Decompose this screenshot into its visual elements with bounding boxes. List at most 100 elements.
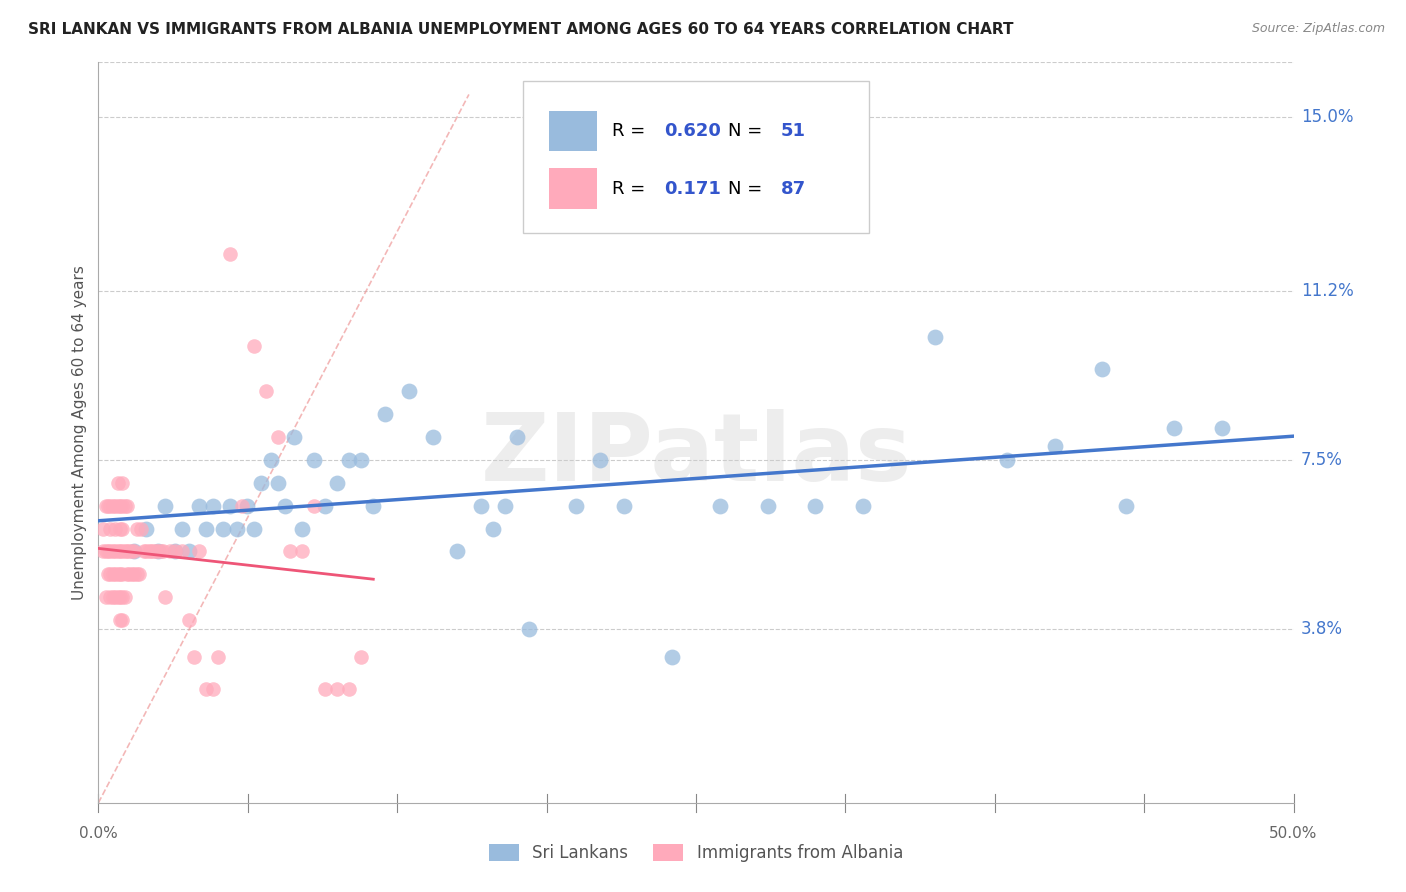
Point xyxy=(709,499,731,513)
Legend: Sri Lankans, Immigrants from Albania: Sri Lankans, Immigrants from Albania xyxy=(482,837,910,869)
Point xyxy=(172,544,194,558)
Point xyxy=(155,590,177,604)
Point xyxy=(135,544,157,558)
Point xyxy=(207,649,229,664)
Text: 0.620: 0.620 xyxy=(664,121,721,139)
FancyBboxPatch shape xyxy=(548,169,596,209)
Point xyxy=(97,499,120,513)
Point xyxy=(187,499,209,513)
Point xyxy=(118,544,141,558)
Point xyxy=(118,567,141,582)
Point xyxy=(259,453,281,467)
Point xyxy=(124,544,146,558)
Text: N =: N = xyxy=(728,180,768,198)
Point xyxy=(115,499,138,513)
Point xyxy=(111,613,134,627)
Text: 0.0%: 0.0% xyxy=(79,826,118,840)
Point xyxy=(219,499,242,513)
Point xyxy=(97,544,120,558)
Point xyxy=(1043,439,1066,453)
Point xyxy=(108,567,131,582)
Point xyxy=(115,544,138,558)
Point xyxy=(104,590,127,604)
Point xyxy=(852,499,875,513)
Text: SRI LANKAN VS IMMIGRANTS FROM ALBANIA UNEMPLOYMENT AMONG AGES 60 TO 64 YEARS COR: SRI LANKAN VS IMMIGRANTS FROM ALBANIA UN… xyxy=(28,22,1014,37)
Point xyxy=(250,475,273,490)
Point xyxy=(211,522,233,536)
Point xyxy=(565,499,588,513)
Point xyxy=(481,522,505,536)
Point xyxy=(121,567,143,582)
Point xyxy=(114,499,136,513)
Point xyxy=(163,544,186,558)
Point xyxy=(101,567,124,582)
Point xyxy=(111,475,134,490)
Point xyxy=(132,544,155,558)
Point xyxy=(494,499,516,513)
Point xyxy=(398,384,420,399)
Point xyxy=(339,453,361,467)
Point xyxy=(114,590,136,604)
Text: R =: R = xyxy=(613,180,657,198)
Point xyxy=(91,544,114,558)
Point xyxy=(179,613,201,627)
Point xyxy=(111,522,134,536)
Point xyxy=(446,544,468,558)
Point xyxy=(202,681,225,696)
Point xyxy=(202,499,225,513)
Point xyxy=(470,499,492,513)
Point xyxy=(114,544,136,558)
Point xyxy=(172,522,194,536)
Point xyxy=(145,544,167,558)
Point xyxy=(94,590,117,604)
Point xyxy=(131,522,153,536)
Point xyxy=(98,590,122,604)
Point xyxy=(107,475,129,490)
Point xyxy=(1211,421,1233,435)
Point xyxy=(326,681,349,696)
Y-axis label: Unemployment Among Ages 60 to 64 years: Unemployment Among Ages 60 to 64 years xyxy=(72,265,87,600)
Text: 15.0%: 15.0% xyxy=(1301,108,1353,127)
Point xyxy=(231,499,253,513)
Point xyxy=(756,499,779,513)
Point xyxy=(302,499,325,513)
Point xyxy=(155,499,177,513)
Point xyxy=(135,522,157,536)
Point xyxy=(995,453,1018,467)
Point xyxy=(506,430,529,444)
FancyBboxPatch shape xyxy=(548,111,596,152)
Point xyxy=(291,522,314,536)
Point xyxy=(101,544,124,558)
Point xyxy=(111,567,134,582)
Point xyxy=(422,430,444,444)
Text: ZIPatlas: ZIPatlas xyxy=(481,409,911,500)
Text: Source: ZipAtlas.com: Source: ZipAtlas.com xyxy=(1251,22,1385,36)
Point xyxy=(152,544,174,558)
Point xyxy=(326,475,349,490)
Point xyxy=(98,499,122,513)
Text: R =: R = xyxy=(613,121,651,139)
Point xyxy=(94,499,117,513)
Point xyxy=(148,544,170,558)
FancyBboxPatch shape xyxy=(523,81,869,233)
Point xyxy=(1115,499,1137,513)
Point xyxy=(139,544,162,558)
Point xyxy=(108,613,131,627)
Point xyxy=(924,329,946,343)
Point xyxy=(283,430,305,444)
Point xyxy=(148,544,170,558)
Text: N =: N = xyxy=(728,121,768,139)
Text: 3.8%: 3.8% xyxy=(1301,620,1343,638)
Point xyxy=(108,544,131,558)
Point xyxy=(219,247,242,261)
Text: 7.5%: 7.5% xyxy=(1301,451,1343,469)
Point xyxy=(138,544,160,558)
Point xyxy=(274,499,297,513)
Point xyxy=(111,499,134,513)
Point xyxy=(1091,361,1114,376)
Point xyxy=(589,453,612,467)
Text: 0.171: 0.171 xyxy=(664,180,721,198)
Point xyxy=(235,499,257,513)
Point xyxy=(302,453,325,467)
Point xyxy=(267,430,290,444)
